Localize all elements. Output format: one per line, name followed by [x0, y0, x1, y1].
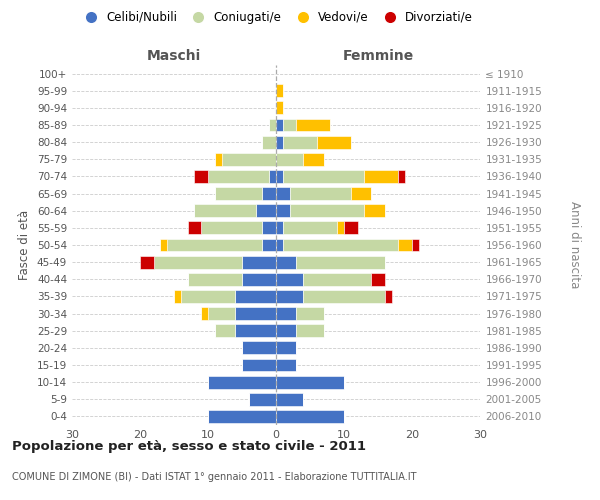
Bar [249, 393, 276, 406]
Bar [276, 410, 344, 423]
Bar [290, 187, 351, 200]
Bar [296, 256, 385, 268]
Bar [154, 256, 242, 268]
Bar [235, 290, 276, 303]
Bar [276, 273, 303, 285]
Bar [412, 238, 419, 252]
Bar [262, 136, 276, 148]
Bar [296, 324, 323, 337]
Bar [303, 153, 323, 166]
Bar [283, 118, 296, 132]
Bar [208, 410, 276, 423]
Text: Femmine: Femmine [343, 48, 413, 62]
Bar [215, 187, 262, 200]
Bar [262, 187, 276, 200]
Bar [276, 290, 303, 303]
Bar [167, 238, 262, 252]
Bar [276, 136, 283, 148]
Bar [194, 170, 208, 183]
Bar [208, 376, 276, 388]
Bar [276, 376, 344, 388]
Bar [235, 307, 276, 320]
Bar [256, 204, 276, 217]
Bar [276, 342, 296, 354]
Bar [201, 222, 262, 234]
Bar [276, 187, 290, 200]
Bar [276, 102, 283, 114]
Bar [283, 136, 317, 148]
Bar [351, 187, 371, 200]
Y-axis label: Anni di nascita: Anni di nascita [568, 202, 581, 288]
Bar [235, 324, 276, 337]
Bar [276, 204, 290, 217]
Bar [181, 290, 235, 303]
Bar [140, 256, 154, 268]
Y-axis label: Fasce di età: Fasce di età [19, 210, 31, 280]
Bar [242, 273, 276, 285]
Bar [276, 170, 283, 183]
Bar [303, 273, 371, 285]
Bar [160, 238, 167, 252]
Text: COMUNE DI ZIMONE (BI) - Dati ISTAT 1° gennaio 2011 - Elaborazione TUTTITALIA.IT: COMUNE DI ZIMONE (BI) - Dati ISTAT 1° ge… [12, 472, 416, 482]
Bar [188, 222, 201, 234]
Bar [242, 256, 276, 268]
Bar [296, 307, 323, 320]
Bar [188, 273, 242, 285]
Bar [371, 273, 385, 285]
Bar [276, 118, 283, 132]
Bar [262, 238, 276, 252]
Bar [385, 290, 392, 303]
Bar [201, 307, 208, 320]
Bar [276, 307, 296, 320]
Bar [290, 204, 364, 217]
Bar [221, 153, 276, 166]
Bar [215, 153, 221, 166]
Bar [276, 256, 296, 268]
Bar [283, 238, 398, 252]
Bar [269, 118, 276, 132]
Bar [242, 358, 276, 372]
Bar [276, 153, 303, 166]
Bar [283, 222, 337, 234]
Bar [262, 222, 276, 234]
Legend: Celibi/Nubili, Coniugati/e, Vedovi/e, Divorziati/e: Celibi/Nubili, Coniugati/e, Vedovi/e, Di… [79, 11, 473, 24]
Bar [317, 136, 351, 148]
Bar [276, 393, 303, 406]
Bar [194, 204, 256, 217]
Text: Popolazione per età, sesso e stato civile - 2011: Popolazione per età, sesso e stato civil… [12, 440, 366, 453]
Bar [276, 238, 283, 252]
Bar [296, 118, 331, 132]
Bar [276, 324, 296, 337]
Bar [174, 290, 181, 303]
Bar [276, 84, 283, 97]
Bar [283, 170, 364, 183]
Bar [208, 170, 269, 183]
Bar [364, 170, 398, 183]
Bar [276, 222, 283, 234]
Bar [303, 290, 385, 303]
Bar [398, 170, 405, 183]
Bar [398, 238, 412, 252]
Bar [215, 324, 235, 337]
Bar [276, 358, 296, 372]
Bar [208, 307, 235, 320]
Bar [242, 342, 276, 354]
Bar [337, 222, 344, 234]
Bar [269, 170, 276, 183]
Bar [364, 204, 385, 217]
Text: Maschi: Maschi [147, 48, 201, 62]
Bar [344, 222, 358, 234]
